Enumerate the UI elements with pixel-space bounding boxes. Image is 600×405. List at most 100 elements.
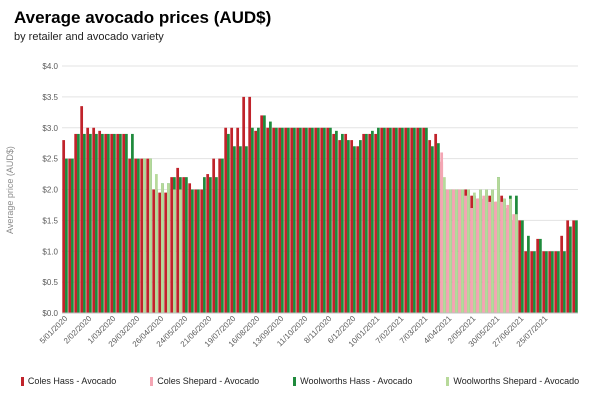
bar-woolworths-shepard-avocado <box>509 198 512 313</box>
chart-subtitle: by retailer and avocado variety <box>14 31 164 43</box>
bar-coles-hass-avocado <box>86 127 90 313</box>
bar-woolworths-hass-avocado <box>431 146 434 313</box>
bar-coles-hass-avocado <box>170 177 174 313</box>
bar-coles-shepard-avocado <box>464 195 468 313</box>
legend-swatch <box>293 376 297 386</box>
bar-woolworths-hass-avocado <box>533 251 536 313</box>
bar-woolworths-shepard-avocado <box>179 189 182 313</box>
bar-woolworths-hass-avocado <box>65 158 68 314</box>
bar-coles-hass-avocado <box>392 127 396 313</box>
bar-woolworths-hass-avocado <box>323 127 326 313</box>
bar-woolworths-hass-avocado <box>131 133 134 313</box>
bar-woolworths-hass-avocado <box>425 127 428 313</box>
x-axis-ticks: 5/01/20202/02/20201/03/202029/03/202026/… <box>38 314 550 349</box>
bar-woolworths-hass-avocado <box>551 251 554 313</box>
bar-woolworths-hass-avocado <box>185 177 188 313</box>
bar-coles-hass-avocado <box>260 115 264 314</box>
bar-woolworths-hass-avocado <box>353 146 356 313</box>
bar-coles-hass-avocado <box>272 127 276 313</box>
bar-coles-hass-avocado <box>308 127 312 313</box>
bar-woolworths-shepard-avocado <box>173 189 176 313</box>
bar-woolworths-hass-avocado <box>413 127 416 313</box>
bar-coles-hass-avocado <box>344 133 348 313</box>
bar-coles-hass-avocado <box>356 146 360 313</box>
y-tick-label: $2.5 <box>42 155 58 164</box>
legend-label: Coles Hass - Avocado <box>27 376 117 386</box>
y-tick-label: $1.5 <box>42 216 58 225</box>
bar-coles-hass-avocado <box>422 127 426 313</box>
bar-coles-hass-avocado <box>158 192 162 313</box>
bar-woolworths-shepard-avocado <box>485 189 488 313</box>
bar-woolworths-hass-avocado <box>197 189 200 313</box>
bar-coles-hass-avocado <box>242 96 246 314</box>
bar-coles-hass-avocado <box>134 158 138 314</box>
bar-coles-shepard-avocado <box>452 189 456 313</box>
y-tick-label: $4.0 <box>42 62 58 71</box>
bar-woolworths-hass-avocado <box>245 146 248 313</box>
bar-coles-hass-avocado <box>326 127 330 313</box>
bar-coles-hass-avocado <box>146 158 150 314</box>
bar-coles-hass-avocado <box>404 127 408 313</box>
bar-coles-hass-avocado <box>176 167 180 313</box>
y-axis-label: Average price (AUD$) <box>5 146 15 234</box>
bar-coles-hass-avocado <box>380 127 384 313</box>
bar-woolworths-hass-avocado <box>95 133 98 313</box>
bar-coles-hass-avocado <box>80 106 84 313</box>
bar-woolworths-hass-avocado <box>437 143 440 313</box>
bar-woolworths-hass-avocado <box>383 127 386 313</box>
bar-coles-shepard-avocado <box>446 189 450 313</box>
bar-woolworths-hass-avocado <box>119 133 122 313</box>
bar-woolworths-hass-avocado <box>89 133 92 313</box>
bar-woolworths-shepard-avocado <box>491 189 494 313</box>
bar-coles-hass-avocado <box>266 127 270 313</box>
bar-coles-hass-avocado <box>68 158 72 314</box>
bar-coles-hass-avocado <box>542 251 546 313</box>
bar-coles-hass-avocado <box>284 127 288 313</box>
bar-woolworths-hass-avocado <box>221 158 224 314</box>
y-tick-label: $3.5 <box>42 93 58 102</box>
bar-coles-hass-avocado <box>350 140 354 313</box>
bar-coles-hass-avocado <box>248 96 252 314</box>
legend: Coles Hass - Avocado Coles Shepard - Avoc… <box>0 376 600 386</box>
bar-coles-shepard-avocado <box>458 189 462 313</box>
bar-coles-hass-avocado <box>320 127 324 313</box>
bar-coles-shepard-avocado <box>512 214 516 313</box>
bar-coles-hass-avocado <box>194 189 198 313</box>
bar-woolworths-shepard-avocado <box>455 189 458 313</box>
bar-woolworths-hass-avocado <box>251 127 254 313</box>
bar-coles-hass-avocado <box>122 133 126 313</box>
bars <box>62 96 578 314</box>
bar-woolworths-hass-avocado <box>359 140 362 313</box>
bar-woolworths-hass-avocado <box>263 115 266 314</box>
legend-label: Coles Shepard - Avocado <box>157 376 260 386</box>
bar-coles-hass-avocado <box>116 133 120 313</box>
bar-woolworths-shepard-avocado <box>149 158 152 314</box>
bar-woolworths-hass-avocado <box>191 189 194 313</box>
bar-coles-hass-avocado <box>434 133 438 313</box>
bar-coles-hass-avocado <box>314 127 318 313</box>
bar-coles-hass-avocado <box>554 251 558 313</box>
bar-woolworths-hass-avocado <box>239 146 242 313</box>
bar-woolworths-hass-avocado <box>335 130 338 313</box>
bar-woolworths-hass-avocado <box>77 133 80 313</box>
bar-coles-hass-avocado <box>332 133 336 313</box>
bar-woolworths-hass-avocado <box>545 251 548 313</box>
bar-woolworths-hass-avocado <box>401 127 404 313</box>
bar-coles-hass-avocado <box>254 130 258 313</box>
bar-woolworths-hass-avocado <box>371 130 374 313</box>
bar-woolworths-shepard-avocado <box>473 192 476 313</box>
bar-coles-shepard-avocado <box>506 204 510 313</box>
bar-coles-hass-avocado <box>524 251 528 313</box>
bar-woolworths-hass-avocado <box>365 133 368 313</box>
bar-woolworths-hass-avocado <box>299 127 302 313</box>
bar-woolworths-shepard-avocado <box>443 177 446 313</box>
bar-woolworths-hass-avocado <box>527 235 530 313</box>
bar-woolworths-hass-avocado <box>227 133 230 313</box>
bar-woolworths-hass-avocado <box>107 133 110 313</box>
bar-woolworths-shepard-avocado <box>167 183 170 313</box>
bar-woolworths-shepard-avocado <box>161 183 164 313</box>
bar-woolworths-hass-avocado <box>389 127 392 313</box>
bar-woolworths-hass-avocado <box>83 133 86 313</box>
bar-woolworths-hass-avocado <box>341 133 344 313</box>
